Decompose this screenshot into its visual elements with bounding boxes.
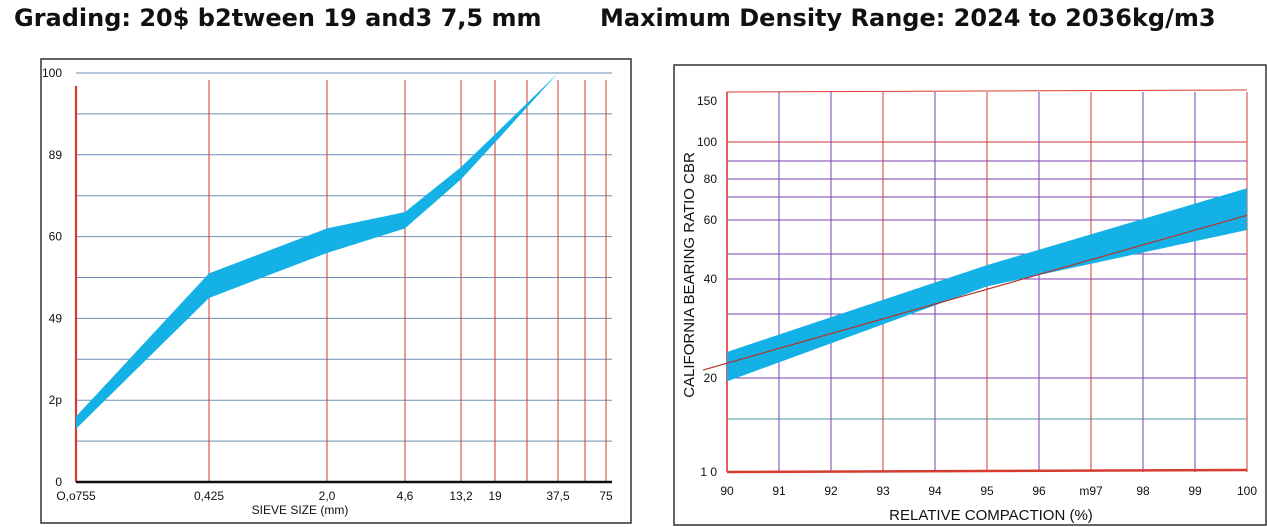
y-tick-label: 40 — [704, 272, 718, 286]
x-tick-label: 91 — [772, 484, 786, 498]
x-tick-label: 19 — [488, 489, 502, 503]
y-tick-label: 1 0 — [700, 465, 717, 479]
y-tick-label: 150 — [697, 94, 717, 108]
x-tick-label: 94 — [928, 484, 942, 498]
grading-envelope-band — [76, 73, 558, 429]
y-tick-label: 20 — [704, 371, 718, 385]
x-tick-label: 4,6 — [397, 489, 414, 503]
y-tick-label: 100 — [42, 66, 62, 80]
chart-frame — [673, 64, 1267, 526]
x-tick-label: 13,2 — [449, 489, 473, 503]
density-range-headline: Maximum Density Range: 2024 to 2036kg/m3 — [600, 4, 1216, 32]
x-tick-label: 99 — [1188, 484, 1202, 498]
x-tick-label: 0,425 — [194, 489, 224, 503]
x-tick-label: 2,0 — [319, 489, 336, 503]
x-tick-label: 37,5 — [546, 489, 570, 503]
y-tick-label: 60 — [704, 213, 718, 227]
x-tick-label: 96 — [1032, 484, 1046, 498]
x-axis-title: RELATIVE COMPACTION (%) — [889, 507, 1093, 524]
y-axis-title: PERCENT P ASSING — [40, 193, 42, 309]
grading-headline: Grading: 20$ b2tween 19 and3 7,5 mm — [14, 4, 542, 32]
cbr-chart: 90 91 92 93 94 95 96 m97 98 99 100 1 0 20 40 60 80 100 15… — [673, 64, 1267, 526]
x-tick-label: 98 — [1136, 484, 1150, 498]
x-axis-title: SIEVE SIZE (mm) — [252, 503, 349, 517]
cbr-trend-line — [702, 214, 1248, 371]
y-tick-label: 49 — [49, 311, 63, 325]
y-tick-label: 89 — [49, 148, 63, 162]
y-axis-title: CALIFORNIA BEARING RATIO CBR — [681, 152, 698, 398]
y-tick-label: 2p — [49, 393, 63, 407]
x-tick-label: O,o755 — [56, 489, 96, 503]
x-tick-label: m97 — [1079, 484, 1103, 498]
x-tick-label: 95 — [980, 484, 994, 498]
x-tick-label: 93 — [876, 484, 890, 498]
cbr-envelope-band — [727, 188, 1247, 382]
y-tick-label: 0 — [55, 475, 62, 489]
x-tick-label: 90 — [720, 484, 734, 498]
x-tick-label: 100 — [1237, 484, 1257, 498]
x-axis — [726, 468, 1248, 474]
y-tick-label: 60 — [49, 230, 63, 244]
y-tick-label: 80 — [704, 172, 718, 186]
y-tick-label: 100 — [697, 135, 717, 149]
grading-chart: O,o755 0,425 2,0 4,6 13,2 19 37,5 75 0 2p 49 60 89 10… — [40, 58, 632, 524]
x-tick-label: 92 — [824, 484, 838, 498]
x-tick-label: 75 — [599, 489, 613, 503]
chart-frame — [40, 58, 632, 524]
h-gridline — [726, 89, 1248, 93]
